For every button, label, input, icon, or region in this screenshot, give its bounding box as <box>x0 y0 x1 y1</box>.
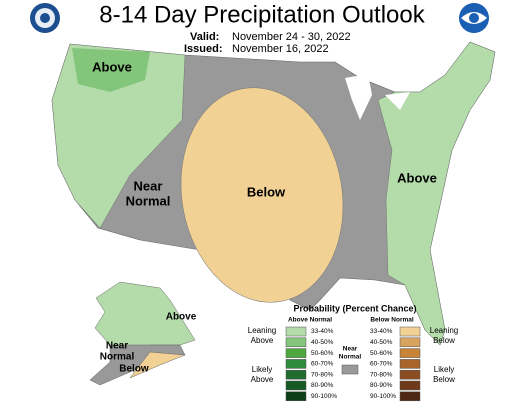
map-label: Above <box>166 312 197 323</box>
legend-swatch <box>285 326 307 337</box>
northwest-above-strong <box>72 48 150 92</box>
legend-label: 70-80% <box>311 371 334 378</box>
issued-label: Issued: <box>184 43 223 55</box>
legend-swatch <box>341 364 359 375</box>
great-lakes <box>345 74 410 120</box>
map-label: Below <box>119 364 149 375</box>
legend-label: 80-90% <box>370 382 393 389</box>
valid-dates: November 24 - 30, 2022 <box>232 31 351 43</box>
legend-group: Likely <box>434 365 454 374</box>
legend-swatch <box>399 348 421 358</box>
legend-swatch <box>285 369 307 380</box>
legend-swatch <box>285 348 307 358</box>
legend-label: 60-70% <box>370 361 393 368</box>
map-label: Below <box>247 184 286 199</box>
legend-group: Leaning <box>430 326 458 335</box>
doc-logo <box>30 3 60 33</box>
map-label: Near <box>134 178 163 193</box>
legend-group: Leaning <box>248 326 276 335</box>
legend-label: 33-40% <box>311 328 334 335</box>
alaska-below <box>129 351 186 379</box>
legend-group: Below <box>433 336 455 345</box>
legend-near: Near <box>343 346 358 353</box>
noaa-logo <box>459 3 489 33</box>
legend-label: 60-70% <box>311 361 334 368</box>
map-label: Normal <box>100 352 135 363</box>
legend-label: 33-40% <box>370 328 393 335</box>
legend-label: 70-80% <box>370 371 393 378</box>
legend-title: Probability (Percent Chance) <box>293 303 416 313</box>
legend-swatch <box>285 359 307 369</box>
legend-swatch <box>399 380 421 391</box>
legend-group: Likely <box>252 365 272 374</box>
legend-near: Normal <box>339 354 362 361</box>
legend-label: 90-100% <box>370 393 396 400</box>
legend-group: Below <box>433 375 455 384</box>
legend-swatch <box>285 391 307 402</box>
legend-swatch <box>285 337 307 348</box>
legend: Probability (Percent Chance) Above Norma… <box>248 303 458 402</box>
legend-swatch <box>285 380 307 391</box>
legend-group: Above <box>251 375 274 384</box>
legend-label: 40-50% <box>370 339 393 346</box>
east-above <box>377 41 496 346</box>
legend-swatch <box>399 337 421 348</box>
title: 8-14 Day Precipitation Outlook <box>99 1 426 28</box>
legend-label: 50-60% <box>311 350 334 357</box>
northwest-above <box>51 43 186 229</box>
map-label: Near <box>106 341 128 352</box>
legend-label: 40-50% <box>311 339 334 346</box>
legend-label: 80-90% <box>311 382 334 389</box>
legend-swatch <box>399 391 421 402</box>
issued-date: November 16, 2022 <box>232 43 329 55</box>
legend-group: Above <box>251 336 274 345</box>
legend-swatch <box>399 359 421 369</box>
valid-label: Valid: <box>190 31 219 43</box>
central-below <box>180 87 344 303</box>
legend-swatch <box>399 326 421 337</box>
legend-header: Above Normal <box>288 317 332 324</box>
legend-swatch <box>399 369 421 380</box>
legend-label: 90-100% <box>311 393 337 400</box>
map-label: Normal <box>126 193 171 208</box>
map-label: Above <box>397 170 437 185</box>
legend-header: Below Normal <box>370 317 414 324</box>
legend-label: 50-60% <box>370 350 393 357</box>
map-label: Above <box>92 59 132 74</box>
